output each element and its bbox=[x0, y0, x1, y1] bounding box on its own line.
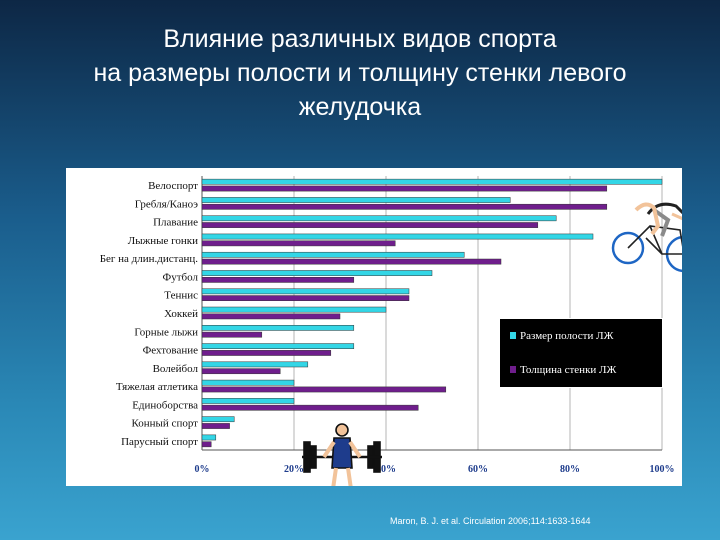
bar-wall-6 bbox=[201, 295, 410, 301]
category-label: Горные лыжи bbox=[134, 326, 198, 338]
category-label: Тяжелая атлетика bbox=[116, 381, 198, 393]
chart-legend: Размер полости ЛЖ Толщина стенки ЛЖ bbox=[499, 318, 663, 388]
category-label: Парусный спорт bbox=[121, 436, 198, 448]
x-tick-label: 80% bbox=[560, 464, 580, 475]
bar-cavity-8 bbox=[201, 325, 355, 331]
chart-panel: Велоспорт Гребля/Каноэ Плавание Лыжные гонк… bbox=[66, 168, 682, 486]
x-tick-label: 40% bbox=[376, 464, 396, 475]
bar-cavity-6 bbox=[201, 288, 410, 295]
bar-chart: Велоспорт Гребля/Каноэ Плавание Лыжные гонк… bbox=[100, 176, 682, 486]
bar-wall-8 bbox=[201, 331, 263, 338]
bar-cavity-4 bbox=[201, 251, 465, 258]
category-label: Лыжные гонки bbox=[128, 235, 198, 247]
title-line-3: желудочка bbox=[298, 93, 422, 121]
category-label: Теннис bbox=[164, 290, 198, 302]
bar-wall-12 bbox=[201, 404, 419, 411]
bar-wall-13 bbox=[201, 423, 230, 429]
bar-wall-10 bbox=[201, 368, 281, 375]
legend-label-cavity: Размер полости ЛЖ bbox=[520, 330, 614, 342]
category-label: Хоккей bbox=[164, 308, 198, 320]
x-tick-label: 0% bbox=[195, 464, 210, 475]
category-label: Велоспорт bbox=[148, 180, 198, 192]
category-label: Плавание bbox=[153, 217, 198, 229]
bar-cavity-2 bbox=[201, 215, 557, 222]
bar-wall-4 bbox=[201, 258, 502, 265]
category-label: Волейбол bbox=[153, 363, 199, 375]
bar-wall-1 bbox=[201, 203, 608, 210]
x-tick-label: 60% bbox=[468, 464, 488, 475]
legend-swatch-cavity bbox=[510, 331, 516, 339]
bar-cavity-3 bbox=[201, 233, 594, 240]
bar-cavity-0 bbox=[201, 178, 663, 185]
bar-cavity-9 bbox=[201, 343, 355, 349]
category-label: Бег на длин.дистанц. bbox=[100, 253, 199, 265]
category-label: Единоборства bbox=[132, 399, 198, 411]
bar-cavity-10 bbox=[201, 361, 309, 368]
bar-wall-14 bbox=[201, 441, 212, 448]
category-label: Фехтование bbox=[143, 345, 199, 357]
legend-item-cavity: Размер полости ЛЖ bbox=[510, 329, 613, 343]
bar-wall-5 bbox=[201, 277, 355, 283]
title-line-2: на размеры полости и толщину стенки лево… bbox=[93, 59, 627, 87]
title-line-1: Влияние различных видов спорта bbox=[163, 25, 557, 53]
bar-cavity-13 bbox=[201, 416, 235, 423]
category-label: Конный спорт bbox=[131, 418, 198, 430]
bar-cavity-14 bbox=[201, 434, 217, 441]
bar-wall-7 bbox=[201, 313, 341, 320]
bar-cavity-12 bbox=[201, 398, 295, 404]
legend-label-wall: Толщина стенки ЛЖ bbox=[520, 364, 617, 376]
x-tick-label: 100% bbox=[650, 464, 675, 475]
bar-wall-11 bbox=[201, 386, 447, 393]
weightlifter-icon bbox=[302, 423, 382, 486]
bar-cavity-11 bbox=[201, 379, 295, 386]
bar-wall-0 bbox=[201, 185, 608, 192]
category-label: Футбол bbox=[163, 271, 199, 283]
legend-swatch-wall bbox=[510, 365, 516, 373]
bar-wall-3 bbox=[201, 240, 396, 247]
category-label: Гребля/Каноэ bbox=[135, 198, 199, 210]
x-tick-label: 20% bbox=[284, 464, 304, 475]
bar-wall-2 bbox=[201, 222, 539, 228]
bar-cavity-7 bbox=[201, 306, 387, 313]
cyclist-icon bbox=[611, 202, 682, 273]
legend-item-wall: Толщина стенки ЛЖ bbox=[510, 363, 616, 377]
bar-wall-9 bbox=[201, 350, 332, 356]
citation: Maron, B. J. et al. Circulation 2006;114… bbox=[390, 516, 591, 526]
bar-cavity-5 bbox=[201, 270, 433, 276]
slide-title: Влияние различных видов спорта на размер… bbox=[20, 22, 700, 124]
bar-cavity-1 bbox=[201, 197, 511, 203]
